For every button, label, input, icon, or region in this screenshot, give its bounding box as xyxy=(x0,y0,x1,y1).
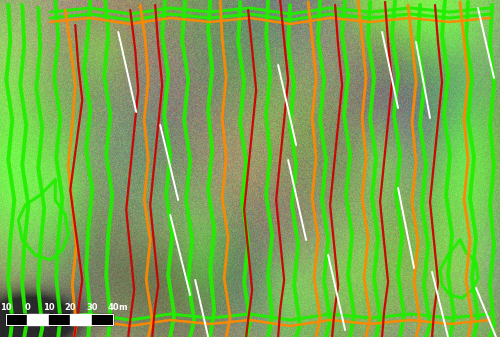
Text: 20: 20 xyxy=(64,303,76,312)
Text: 30: 30 xyxy=(86,303,98,312)
Text: 40: 40 xyxy=(108,303,119,312)
Text: 10: 10 xyxy=(0,303,12,312)
Text: m: m xyxy=(118,303,127,312)
Bar xyxy=(28,314,49,325)
Bar xyxy=(49,314,70,325)
Bar xyxy=(92,314,113,325)
Text: 10: 10 xyxy=(43,303,54,312)
Bar xyxy=(70,314,92,325)
Text: 0: 0 xyxy=(24,303,30,312)
Bar xyxy=(6,314,28,325)
